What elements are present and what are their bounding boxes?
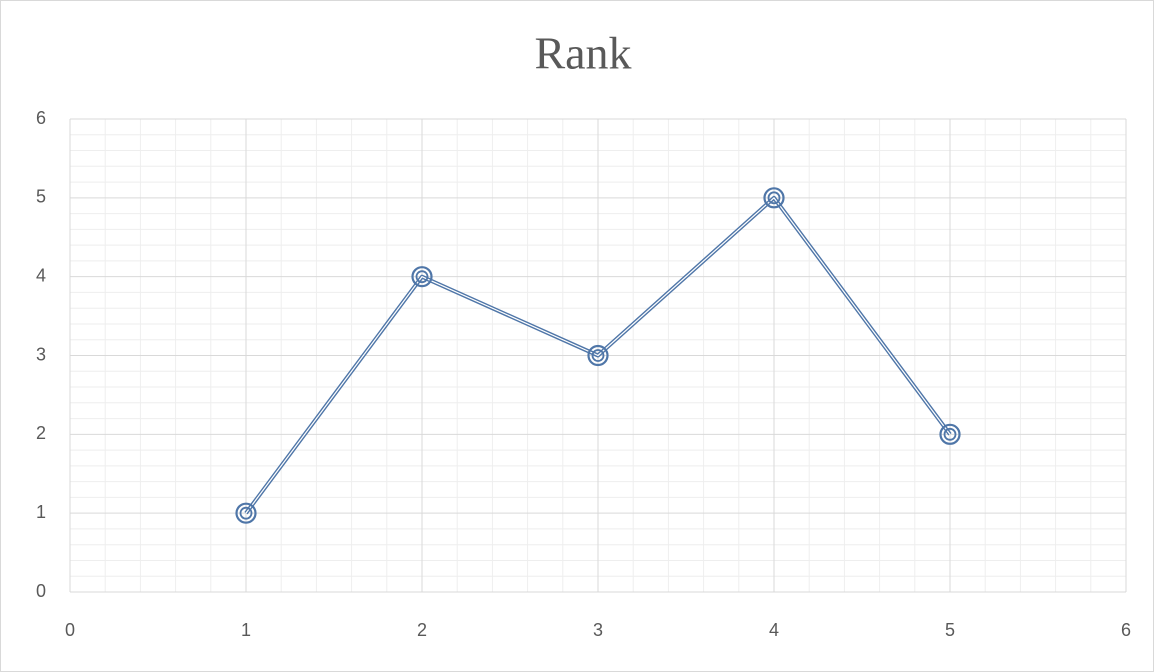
- marker: [411, 266, 433, 288]
- x-tick-label: 5: [945, 620, 955, 640]
- marker: [763, 187, 785, 209]
- marker-ring: [239, 506, 253, 520]
- marker-ring: [411, 266, 433, 288]
- y-tick-label: 3: [36, 344, 46, 364]
- x-tick-label: 6: [1121, 620, 1131, 640]
- marker-ring: [591, 349, 605, 362]
- marker-ring: [939, 423, 961, 445]
- x-tick-label: 4: [769, 620, 779, 640]
- marker-ring: [235, 502, 257, 524]
- y-tick-label: 0: [36, 581, 46, 601]
- marker-ring: [943, 427, 957, 441]
- marker-ring: [415, 270, 429, 284]
- marker-ring: [587, 344, 609, 367]
- marker: [587, 344, 609, 367]
- chart-title: Rank: [534, 28, 631, 79]
- marker-ring: [763, 187, 785, 209]
- y-tick-label: 5: [36, 187, 46, 207]
- x-tick-label: 0: [65, 620, 75, 640]
- y-tick-label: 6: [36, 108, 46, 128]
- marker: [939, 423, 961, 445]
- x-tick-label: 1: [241, 620, 251, 640]
- y-tick-label: 2: [36, 423, 46, 443]
- series-line-inner: [245, 197, 951, 514]
- x-tick-label: 3: [593, 620, 603, 640]
- y-tick-label: 1: [36, 502, 46, 522]
- marker-ring: [767, 191, 781, 205]
- y-tick-label: 4: [36, 265, 46, 285]
- marker: [235, 502, 257, 524]
- x-tick-label: 2: [417, 620, 427, 640]
